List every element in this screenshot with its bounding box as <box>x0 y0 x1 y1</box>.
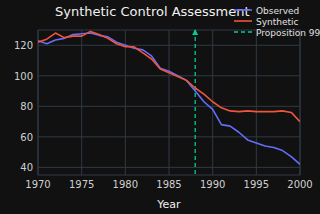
annotation-arrow <box>192 29 198 35</box>
y-tick-label: 80 <box>20 101 33 112</box>
legend: ObservedSyntheticProposition 99 <box>234 6 320 38</box>
legend-label: Proposition 99 <box>256 28 320 38</box>
plot-area <box>38 29 300 175</box>
x-tick-label: 1975 <box>69 179 94 190</box>
x-tick-label: 1990 <box>200 179 225 190</box>
x-tick-label: 1995 <box>244 179 269 190</box>
legend-swatch <box>234 31 252 33</box>
annotation-line <box>195 30 196 175</box>
series-line <box>38 33 300 164</box>
x-tick-label: 1980 <box>113 179 138 190</box>
legend-label: Observed <box>256 6 299 16</box>
y-tick-label: 40 <box>20 162 33 173</box>
x-axis-label: Year <box>156 198 181 211</box>
x-tick-label: 1985 <box>156 179 181 190</box>
plot-frame <box>38 30 300 175</box>
series-line <box>38 32 300 122</box>
legend-swatch <box>234 9 252 11</box>
grid-line <box>125 30 126 175</box>
x-tick-label: 1970 <box>25 179 50 190</box>
x-tick-label: 2000 <box>287 179 312 190</box>
chart: 40 60 80 100 120 1970 1975 1980 1985 1990 1995 2000… <box>0 0 320 214</box>
grid-line <box>169 30 170 175</box>
grid-line <box>81 30 82 175</box>
y-tick-label: 60 <box>20 132 33 143</box>
legend-label: Synthetic <box>256 17 299 27</box>
background <box>0 0 320 214</box>
legend-swatch <box>234 20 252 22</box>
title: Synthetic Control Assessment <box>55 4 250 19</box>
y-tick-label: 100 <box>14 71 33 82</box>
y-tick-label: 120 <box>14 40 33 51</box>
grid-line <box>256 30 257 175</box>
